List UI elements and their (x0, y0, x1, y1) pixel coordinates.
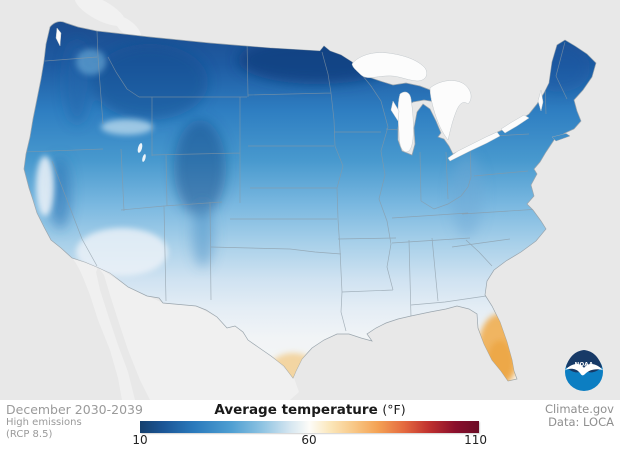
long-island (551, 133, 571, 142)
mexico-landmass (73, 259, 299, 400)
noaa-logo-text: NOAA (575, 362, 594, 368)
salt-lake (137, 143, 146, 162)
attribution-block: Climate.gov Data: LOCA (545, 403, 614, 428)
legend-title-text: Average temperature (214, 402, 378, 418)
scenario-detail-label: (RCP 8.5) (6, 428, 53, 440)
lake-erie (447, 131, 501, 162)
map-canvas: NOAA (0, 0, 620, 400)
state-borders (24, 30, 568, 332)
lake-huron (429, 80, 472, 141)
colorbar-tick-min: 10 (132, 433, 148, 447)
lake-michigan (397, 91, 414, 153)
site-label: Climate.gov (544, 402, 614, 416)
legend-unit: (°F) (382, 402, 406, 417)
puget-sound (55, 27, 62, 47)
colorbar-tick-mid: 60 (301, 433, 317, 447)
green-bay (390, 100, 400, 122)
lake-ontario (500, 114, 530, 134)
colorbar-tick-max: 110 (464, 433, 488, 447)
footer: December 2030-2039 High emissions (RCP 8… (0, 400, 620, 450)
lake-champlain (537, 89, 544, 112)
canada-coast (74, 0, 142, 40)
noaa-logo: NOAA (565, 350, 603, 391)
period-label: December 2030-2039 (6, 402, 143, 417)
data-source-label: Data: LOCA (548, 414, 614, 429)
colorbar (140, 421, 479, 433)
lake-superior (351, 52, 427, 82)
legend-title: Average temperature (°F) (214, 402, 405, 418)
great-lakes (55, 27, 544, 162)
period-block: December 2030-2039 High emissions (RCP 8… (6, 402, 143, 440)
scenario-label: High emissions (6, 417, 82, 428)
us-temperature-map: NOAA (23, 0, 603, 400)
noaa-seagull-icon (565, 364, 603, 376)
